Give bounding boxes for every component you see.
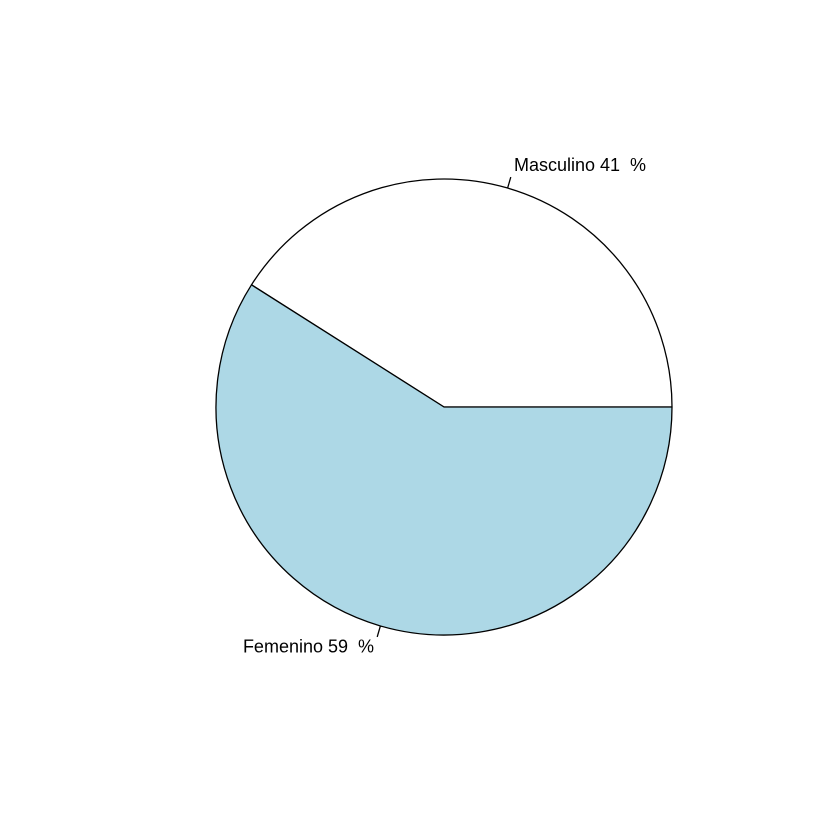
pie-label-tick-1: [376, 625, 382, 638]
pie-labels: Masculino 41 % Femenino 59 %: [243, 155, 646, 657]
pie-label-tick-0: [506, 176, 512, 189]
pie-slices: [215, 178, 673, 636]
pie-slice-1: [215, 284, 673, 636]
pie-slice-label-0: Masculino 41 %: [514, 155, 646, 175]
pie-label-ticks: [376, 176, 512, 638]
pie-slice-0: [250, 178, 673, 408]
pie-slice-label-1: Femenino 59 %: [243, 637, 374, 657]
